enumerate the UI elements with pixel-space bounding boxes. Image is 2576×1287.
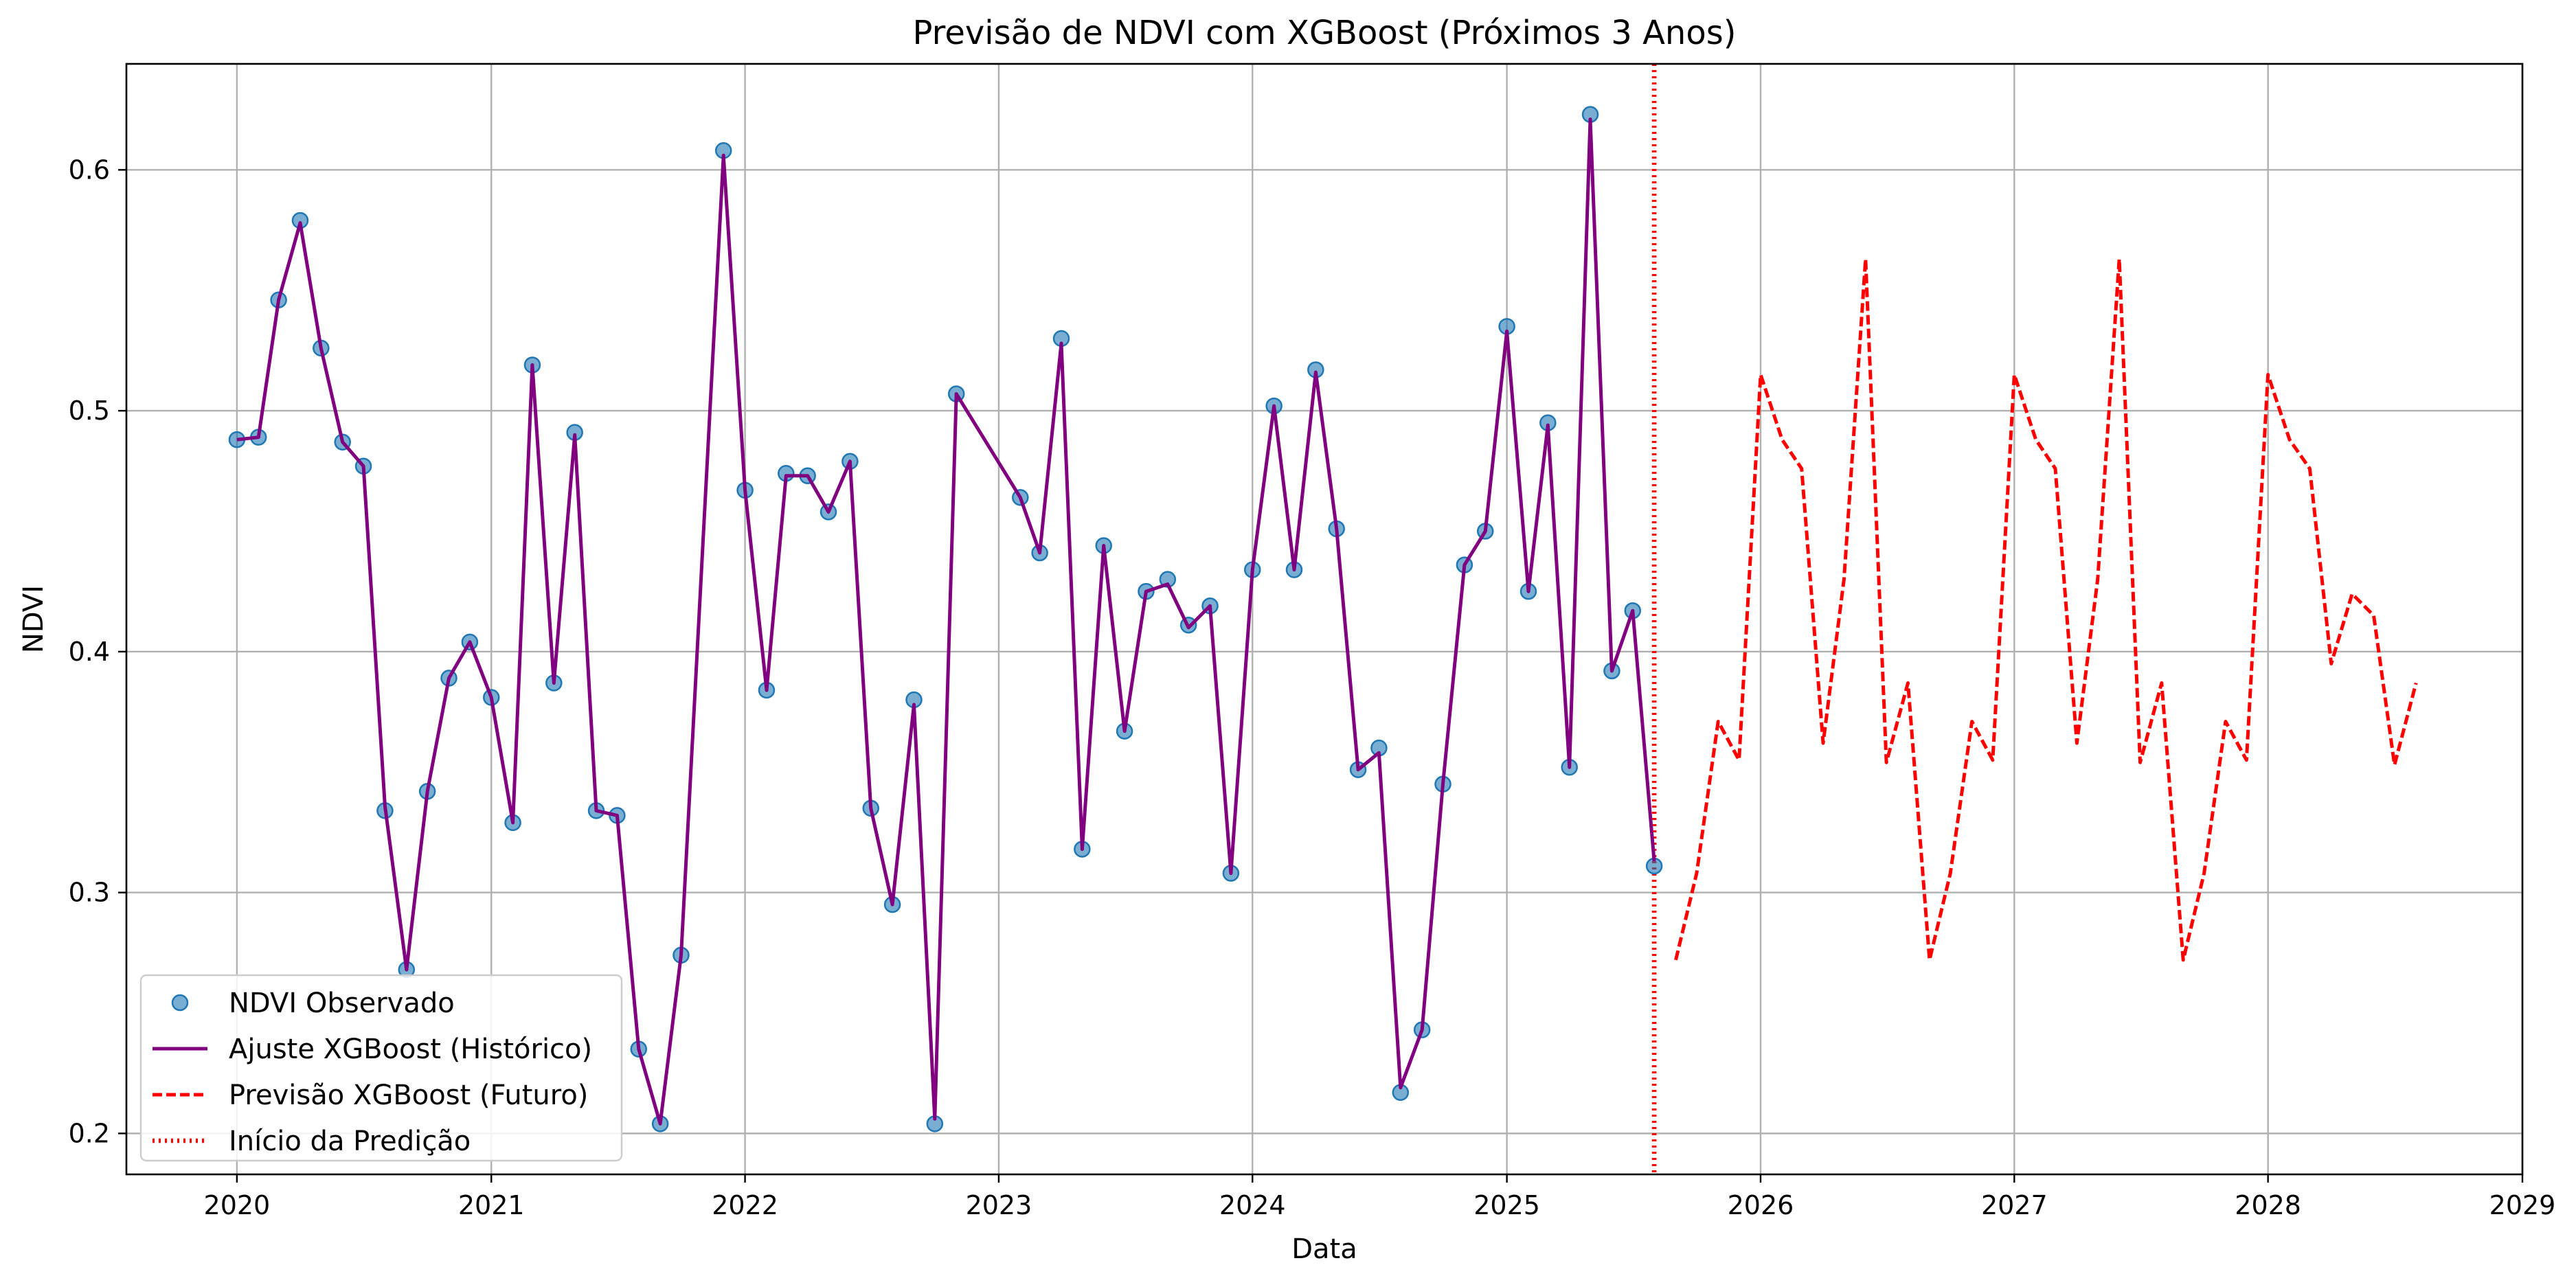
plot-frame: [125, 62, 2524, 1176]
legend-label: Previsão XGBoost (Futuro): [229, 1080, 588, 1111]
y-tick-label: 0.5: [69, 396, 110, 426]
x-tick-label: 2025: [1473, 1190, 1540, 1220]
legend-box: [139, 974, 623, 1162]
fit-line: [236, 117, 1656, 1126]
x-tick-label: 2021: [458, 1190, 525, 1220]
y-tick-label: 0.3: [69, 878, 110, 908]
chart-title: Previsão de NDVI com XGBoost (Próximos 3…: [913, 14, 1737, 52]
x-tick-label: 2024: [1219, 1190, 1286, 1220]
legend-marker: [171, 994, 189, 1012]
x-tick-label: 2020: [204, 1190, 271, 1220]
y-axis-label: NDVI: [18, 585, 49, 653]
y-tick-label: 0.4: [69, 637, 110, 667]
x-tick-label: 2023: [966, 1190, 1032, 1220]
x-tick-label: 2027: [1981, 1190, 2048, 1220]
legend-label: NDVI Observado: [229, 988, 455, 1019]
legend-label: Ajuste XGBoost (Histórico): [229, 1034, 592, 1065]
x-tick-label: 2026: [1728, 1190, 1794, 1220]
y-tick-label: 0.2: [69, 1118, 110, 1148]
axis-ticks: 2020 2021 2022 2023 2024 2025 2026 2027 2028 2029…: [69, 155, 2556, 1220]
x-tick-label: 2029: [2489, 1190, 2556, 1220]
forecast-line: [1674, 257, 2418, 962]
x-tick-label: 2028: [2235, 1190, 2301, 1220]
x-axis-label: Data: [1291, 1233, 1357, 1265]
legend: NDVI Observado Ajuste XGBoost (Histórico)…: [139, 974, 623, 1162]
y-tick-label: 0.6: [69, 155, 110, 185]
legend-label: Início da Predição: [229, 1126, 471, 1157]
x-tick-label: 2022: [712, 1190, 778, 1220]
plot-data: [228, 64, 2418, 1174]
